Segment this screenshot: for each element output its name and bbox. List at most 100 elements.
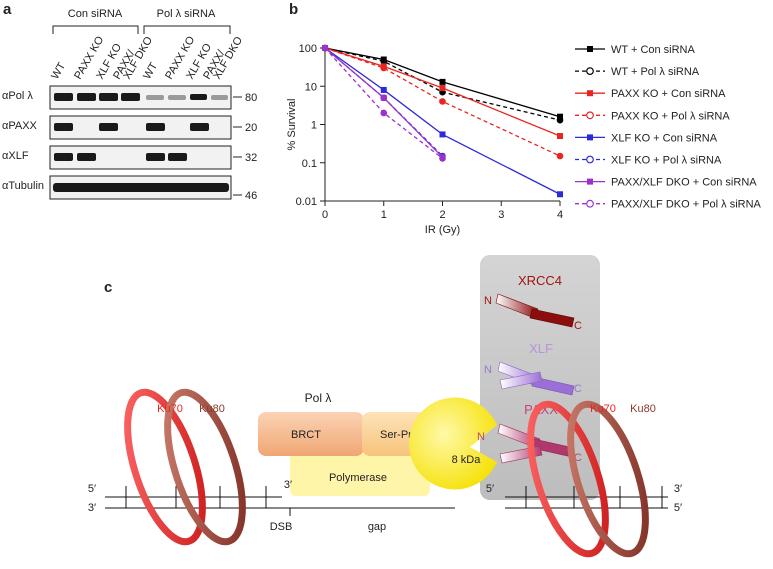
marker: [557, 133, 563, 140]
y-axis-label: % Survival: [286, 99, 298, 151]
ku-label: Ku80: [199, 403, 225, 415]
n-label: N: [477, 431, 485, 443]
marker: [586, 155, 594, 164]
marker: [587, 134, 593, 141]
marker: [556, 152, 564, 160]
protein-label: Pol λ: [305, 391, 332, 405]
band: [77, 93, 96, 101]
blot-strip: [49, 145, 232, 170]
ku70-ring: [124, 388, 206, 546]
legend-label: XLF KO + Con siRNA: [611, 132, 718, 144]
protein-label: XLF: [529, 341, 553, 356]
n-label: N: [484, 364, 492, 376]
brct-domain: [258, 412, 364, 456]
xrcc4-tail: [529, 308, 575, 328]
dsb-label: DSB: [270, 521, 293, 533]
legend-label: XLF KO + Pol λ siRNA: [611, 155, 722, 167]
legend-label: WT + Pol λ siRNA: [611, 66, 700, 78]
blot-strip: [49, 115, 232, 140]
group-label: Con siRNA: [68, 8, 123, 20]
marker: [439, 78, 446, 85]
protein-label: XRCC4: [518, 273, 562, 288]
gap-label: gap: [368, 521, 386, 533]
blot-strip: [49, 85, 232, 110]
x-tick-label: 1: [381, 209, 387, 221]
band: [77, 153, 96, 161]
ku80-ring: [567, 400, 649, 558]
panel-label: c: [104, 279, 112, 296]
band: [190, 123, 209, 131]
marker: [321, 44, 329, 52]
strand-end: 3′: [284, 479, 292, 491]
band: [99, 93, 118, 101]
marker: [439, 131, 446, 138]
x-axis-label: IR (Gy): [425, 224, 460, 236]
ku-label: Ku80: [630, 403, 656, 415]
size-marker: 20: [245, 122, 257, 134]
c-label: C: [574, 383, 582, 395]
strand-end: 3′: [674, 483, 682, 495]
x-tick-label: 3: [498, 209, 504, 221]
marker: [439, 155, 446, 162]
kda-domain: [408, 397, 497, 490]
size-marker: 32: [245, 152, 257, 164]
marker: [380, 57, 388, 65]
group-bracket: [52, 25, 139, 34]
band: [211, 95, 228, 100]
antibody-label: αTubulin: [2, 180, 44, 192]
series-line: [324, 47, 561, 195]
band: [168, 153, 187, 161]
marker: [557, 113, 563, 120]
n-label: N: [484, 295, 492, 307]
marker: [380, 86, 387, 93]
series-line: [324, 47, 561, 118]
xlf-head: [499, 371, 543, 390]
c-label: C: [574, 452, 582, 464]
legend-label: PAXX/XLF DKO + Pol λ siRNA: [611, 199, 762, 211]
ku70-ring: [527, 400, 609, 558]
series-line: [324, 47, 561, 137]
marker: [587, 46, 593, 52]
domain-label: Polymerase: [329, 472, 387, 484]
domain-label: 8 kDa: [452, 454, 482, 466]
antibody-label: αXLF: [2, 150, 29, 162]
y-tick-label: 0.01: [296, 196, 317, 208]
band: [121, 93, 140, 101]
group-bracket: [143, 25, 231, 34]
size-marker: 46: [245, 190, 257, 202]
polymerase-domain: [290, 452, 430, 496]
band: [99, 123, 118, 131]
band: [146, 153, 165, 161]
group-label: Pol λ siRNA: [157, 8, 216, 20]
band: [146, 123, 165, 131]
band: [54, 123, 73, 131]
strand-end: 3′: [88, 502, 96, 514]
band: [53, 183, 229, 192]
x-tick-label: 4: [557, 209, 563, 221]
y-tick-label: 10: [305, 81, 317, 93]
legend-label: WT + Con siRNA: [611, 44, 696, 56]
marker: [380, 94, 387, 101]
marker: [586, 199, 594, 208]
band: [146, 95, 164, 100]
x-tick-label: 0: [322, 209, 328, 221]
band: [54, 93, 73, 101]
marker: [556, 116, 564, 124]
panel-label: a: [3, 1, 12, 18]
y-tick-label: 1: [311, 120, 317, 132]
lane-label: WT: [49, 60, 68, 81]
antibody-label: αPAXX: [2, 120, 38, 132]
marker: [380, 109, 388, 117]
marker: [380, 64, 388, 72]
ku80-ring: [164, 388, 246, 546]
legend-label: PAXX/XLF DKO + Con siRNA: [611, 177, 757, 189]
marker: [586, 111, 594, 120]
marker: [587, 90, 593, 97]
domain-label: Ser-Pro: [380, 429, 418, 441]
c-label: C: [574, 320, 582, 332]
marker: [439, 85, 446, 92]
